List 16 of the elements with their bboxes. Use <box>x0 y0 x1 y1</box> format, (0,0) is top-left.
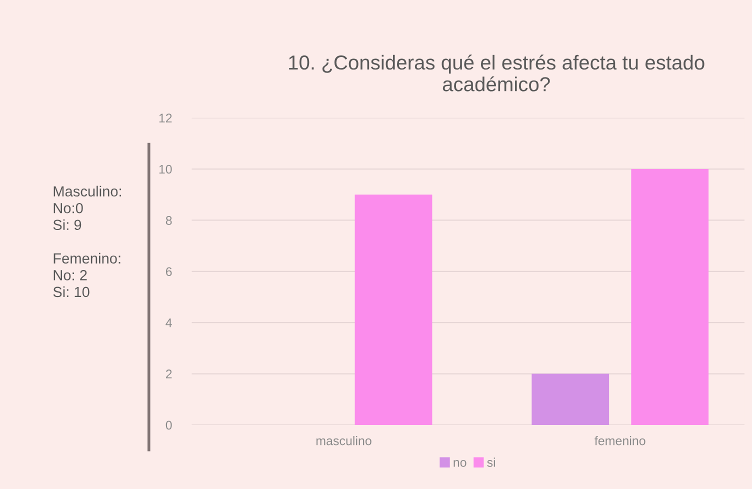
y-tick-label: 10 <box>159 164 172 174</box>
y-tick-label: 6 <box>166 267 172 276</box>
x-tick-label: femenino <box>594 436 646 446</box>
bar <box>354 194 432 425</box>
y-tick-label: 0 <box>166 420 172 430</box>
text: Masculino: No:0 Si: 9 Femenino: No: 2 Si: 10 <box>53 186 122 298</box>
bar <box>631 169 709 425</box>
bar <box>532 374 610 425</box>
y-tick-label: 12 <box>159 114 172 122</box>
x-tick-label: masculino <box>316 436 372 446</box>
legend-label: si <box>487 458 495 467</box>
chart-title: 10. ¿Consideras qué el estrés afecta tu estado académico? <box>289 54 704 92</box>
y-tick-label: 8 <box>166 216 172 225</box>
legend-label: no <box>454 460 466 467</box>
y-tick-label: 4 <box>166 318 172 328</box>
y-tick-label: 2 <box>166 370 172 378</box>
